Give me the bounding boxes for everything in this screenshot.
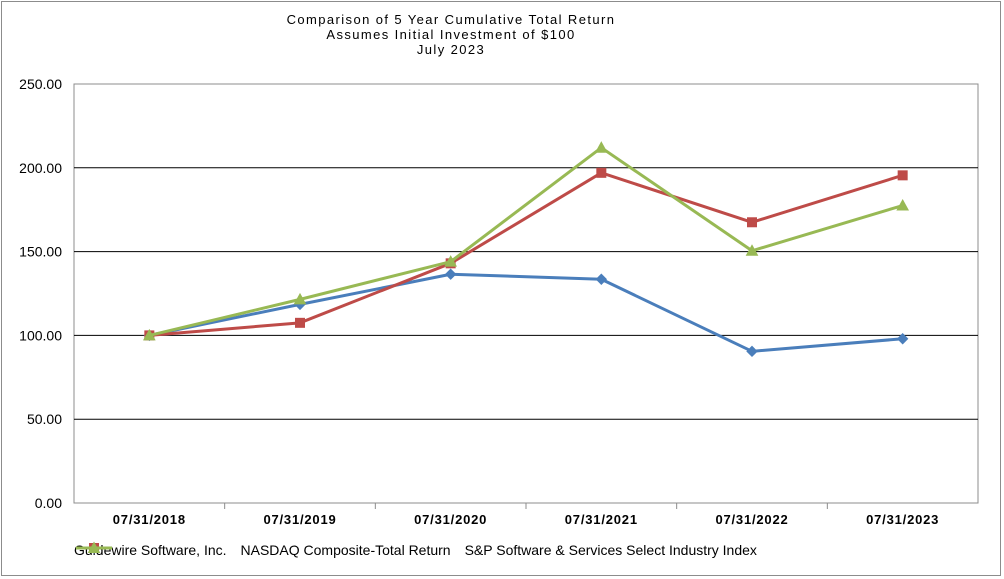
- x-tick-label: 07/31/2021: [565, 512, 638, 527]
- legend-item: S&P Software & Services Select Industry …: [76, 541, 757, 558]
- x-tick-label: 07/31/2022: [715, 512, 788, 527]
- title-line-1: Comparison of 5 Year Cumulative Total Re…: [286, 12, 616, 27]
- series-line: [149, 171, 904, 337]
- x-axis-ticks: 07/31/2018 07/31/2019 07/31/2020 07/31/2021…: [113, 503, 939, 527]
- triangle-marker: [142, 328, 156, 341]
- x-tick-label: 07/31/2020: [414, 512, 487, 527]
- legend-label: Guidewire Software, Inc.: [74, 542, 227, 558]
- legend-label: S&P Software & Services Select Industry …: [464, 542, 757, 558]
- diamond-marker: [444, 268, 457, 280]
- title-line-2: Assumes Initial Investment of $100: [326, 27, 576, 42]
- series-triangle: [142, 141, 910, 341]
- triangle-marker: [444, 255, 458, 267]
- diamond-marker: [896, 333, 909, 345]
- y-tick-label: 100.00: [19, 327, 62, 343]
- legend: Guidewire Software, Inc. NASDAQ Composite…: [74, 541, 771, 559]
- chart-title: Comparison of 5 Year Cumulative Total Re…: [0, 12, 902, 57]
- triangle-marker: [293, 292, 307, 305]
- series-line: [148, 146, 904, 337]
- series-lines: [142, 141, 910, 358]
- title-line-3: July 2023: [416, 42, 486, 57]
- diamond-marker: [595, 273, 608, 285]
- diamond-marker: [746, 345, 758, 358]
- triangle-marker: [745, 244, 759, 256]
- x-tick-label: 07/31/2018: [113, 512, 186, 527]
- y-tick-label: 250.00: [19, 76, 62, 92]
- triangle-marker: [594, 141, 608, 153]
- triangle-marker: [87, 541, 101, 553]
- triangle-marker: [896, 198, 910, 211]
- square-marker: [747, 217, 757, 228]
- y-tick-label: 50.00: [27, 411, 62, 427]
- legend-swatch: [76, 541, 112, 553]
- square-marker: [596, 167, 607, 178]
- gridlines: [74, 167, 978, 420]
- legend-label: NASDAQ Composite-Total Return: [240, 542, 451, 558]
- plot-area: [73, 83, 979, 504]
- square-marker: [295, 317, 305, 328]
- y-tick-label: 200.00: [19, 160, 62, 176]
- y-tick-label: 150.00: [19, 244, 62, 260]
- legend-item: NASDAQ Composite-Total Return: [76, 542, 451, 558]
- series-line: [149, 272, 903, 353]
- x-tick-label: 07/31/2023: [866, 512, 939, 527]
- x-tick-label: 07/31/2019: [263, 512, 336, 527]
- y-tick-label: 0.00: [35, 495, 62, 511]
- y-axis-ticks: 0.00 50.00 100.00 150.00 200.00 250.00: [19, 76, 62, 511]
- square-marker: [897, 170, 908, 181]
